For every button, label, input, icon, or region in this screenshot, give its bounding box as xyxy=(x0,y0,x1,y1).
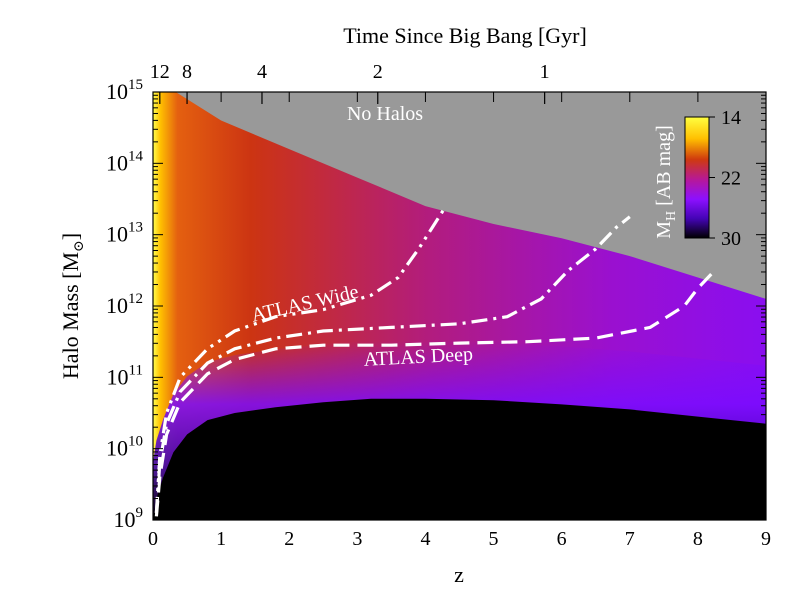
top-tick-label: 8 xyxy=(182,61,192,83)
y-tick-base: 10 xyxy=(107,364,129,389)
series-line-3 xyxy=(154,272,713,517)
y-axis-label-close: ] xyxy=(58,233,83,240)
y-tick-base: 10 xyxy=(106,222,128,247)
x-axis-label: z xyxy=(454,562,464,587)
heatmap-transition-band xyxy=(153,340,766,520)
colorbar-gradient xyxy=(684,116,710,239)
x-tick-label: 7 xyxy=(625,528,635,550)
heatmap-area xyxy=(153,92,766,520)
top-tick-label: 2 xyxy=(373,61,383,83)
series-line-1 xyxy=(154,205,448,513)
top-tick-label: 1 xyxy=(540,61,550,83)
y-tick-base: 10 xyxy=(114,507,136,532)
x-tick-label: 3 xyxy=(352,528,362,550)
y-tick-label: 1010 xyxy=(106,434,143,461)
y-axis-label-text: Halo Mass [M xyxy=(58,252,83,379)
y-tick-base: 10 xyxy=(106,150,128,175)
y-tick-exponent: 9 xyxy=(136,505,144,521)
top-tick-label: 12 xyxy=(150,61,170,83)
sun-symbol: ⊙ xyxy=(72,240,87,252)
heatmap-faint-region xyxy=(153,398,766,520)
colorbar: 14 22 30 MH [AB mag] xyxy=(653,107,741,250)
y-tick-label: 1011 xyxy=(107,362,143,389)
x-tick-label: 0 xyxy=(148,528,158,550)
y-tick-exponent: 15 xyxy=(128,77,143,93)
y-tick-base: 10 xyxy=(106,79,128,104)
y-tick-exponent: 13 xyxy=(128,220,143,236)
x-tick-label: 5 xyxy=(489,528,499,550)
y-tick-exponent: 14 xyxy=(128,148,144,164)
x-tick-label: 6 xyxy=(557,528,567,550)
y-tick-label: 1014 xyxy=(106,148,144,175)
y-tick-base: 10 xyxy=(106,293,128,318)
top-axis-label: Time Since Big Bang [Gyr] xyxy=(343,23,587,48)
y-tick-base: 10 xyxy=(106,436,128,461)
top-tick-label: 4 xyxy=(257,61,267,83)
colorbar-tick-label: 14 xyxy=(721,107,741,129)
y-axis-label: Halo Mass [M⊙] xyxy=(58,233,87,379)
y-tick-label: 1012 xyxy=(106,291,143,318)
no-halos-label: No Halos xyxy=(347,103,423,125)
x-tick-label: 8 xyxy=(693,528,703,550)
y-tick-label: 1015 xyxy=(106,77,143,104)
no-halos-region xyxy=(175,92,766,299)
colorbar-label-sub: H xyxy=(664,211,679,221)
x-tick-label: 1 xyxy=(216,528,226,550)
series-line-2 xyxy=(154,215,631,514)
y-tick-exponent: 12 xyxy=(128,291,143,307)
colorbar-tick-label: 30 xyxy=(721,228,741,250)
x-tick-label: 9 xyxy=(761,528,771,550)
y-tick-exponent: 11 xyxy=(129,362,143,378)
colorbar-label: MH [AB mag] xyxy=(653,125,679,238)
colorbar-label-main: M xyxy=(653,221,675,239)
x-tick-label: 4 xyxy=(420,528,430,550)
y-tick-exponent: 10 xyxy=(128,434,143,450)
y-tick-label: 1013 xyxy=(106,220,143,247)
y-tick-label: 109 xyxy=(114,505,144,532)
colorbar-label-units: [AB mag] xyxy=(653,125,675,211)
x-tick-label: 2 xyxy=(284,528,294,550)
colorbar-tick-label: 22 xyxy=(721,168,741,190)
